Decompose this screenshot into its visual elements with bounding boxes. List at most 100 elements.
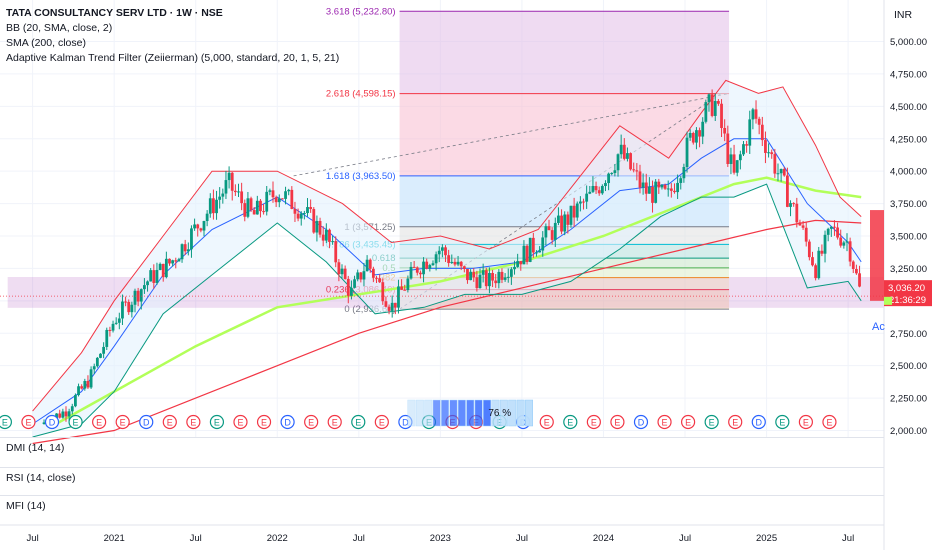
event-marker-label: E [732,418,738,428]
event-marker [115,414,130,430]
event-marker-label: E [332,418,338,428]
y-tick-label: 2,500.00 [890,361,927,372]
candle-body [635,170,639,172]
x-tick-label: 2024 [593,533,614,544]
x-tick-label: Jul [353,533,365,544]
candle-body [400,286,404,290]
candle-body [199,228,203,231]
candle-body [638,171,642,188]
candle-body [393,302,397,308]
candle-body [823,234,827,254]
candle-body [428,265,432,269]
event-marker [751,414,766,430]
pane-mfi[interactable]: MFI (14) [0,495,884,526]
event-marker-label: E [355,418,361,428]
pane-dmi[interactable]: DMI (14, 14) [0,437,884,468]
candle-body [340,268,344,275]
event-marker [563,414,578,430]
event-marker-label: D [49,418,56,428]
x-tick-label: Jul [842,533,854,544]
candle-body [525,245,529,262]
candle-body [513,266,516,270]
candle-body [390,302,394,311]
candle-body [208,198,212,214]
event-marker-label: D [284,418,291,428]
candle-body [387,306,391,311]
candle-body [265,191,269,212]
candle-body [440,247,444,251]
candle-body [848,241,852,262]
event-marker [139,414,154,430]
candle-body [290,189,294,209]
candle-body [64,411,68,417]
candle-body [422,261,425,275]
event-marker-label: E [25,418,31,428]
histogram-bar [415,399,424,427]
candle-body [754,109,758,119]
candle-body [798,222,802,226]
candle-body [117,318,121,323]
candle-body [682,167,686,179]
indicator-kalman[interactable]: Adaptive Kalman Trend Filter (Zeiierman)… [6,52,340,64]
candle-body [732,154,736,173]
candle-body [845,241,849,243]
candle-body [168,258,171,264]
candle-body [130,304,134,313]
candle-body [522,245,526,265]
candle-body [594,186,598,191]
event-marker-label: D [143,418,150,428]
candle-body [669,188,673,191]
event-marker [657,414,672,430]
event-marker [304,414,319,430]
candle-body [95,357,99,367]
bb-lower-line [32,183,862,438]
event-marker [728,414,743,430]
candle-body [720,103,723,129]
candle-body [528,237,532,262]
candle-body [114,322,118,324]
candle-body [626,153,629,159]
candle-body [632,169,636,171]
candle-body [535,252,538,254]
candle-body [842,242,846,246]
candle-body [807,241,811,258]
candle-body [647,186,651,194]
candle-body [412,266,416,268]
indicator-bb[interactable]: BB (20, SMA, close, 2) [6,22,113,34]
candle-body [767,152,770,154]
candle-body [415,267,419,273]
candle-body [688,133,692,138]
candle-body [42,422,46,425]
countdown-text: 21:36:29 [889,295,926,306]
event-marker-label: E [190,418,196,428]
candle-body [716,101,720,104]
histogram-label: 76 % [488,408,511,419]
event-marker-label: E [237,418,243,428]
event-marker [704,414,719,430]
candle-body [704,102,708,122]
candle-body [572,205,576,218]
pane-rsi[interactable]: RSI (14, close) [0,467,884,496]
candle-body [547,226,551,231]
x-tick-label: Jul [516,533,528,544]
event-marker-label: E [803,418,809,428]
candle-body [384,301,388,307]
candle-body [569,205,573,225]
candle-body [770,152,774,155]
event-marker [680,414,696,430]
candle-body [337,262,341,275]
indicator-sma[interactable]: SMA (200, close) [6,37,86,49]
event-marker [822,414,837,430]
candle-body [506,276,510,278]
candle-body [481,270,485,275]
candle-body [654,181,658,203]
candle-body [833,226,836,228]
candle-body [553,222,557,240]
candle-body [215,199,218,214]
candle-body [776,173,780,175]
candle-body [221,193,225,197]
candle-body [691,133,695,143]
candle-body [782,168,786,176]
event-marker [233,414,248,430]
